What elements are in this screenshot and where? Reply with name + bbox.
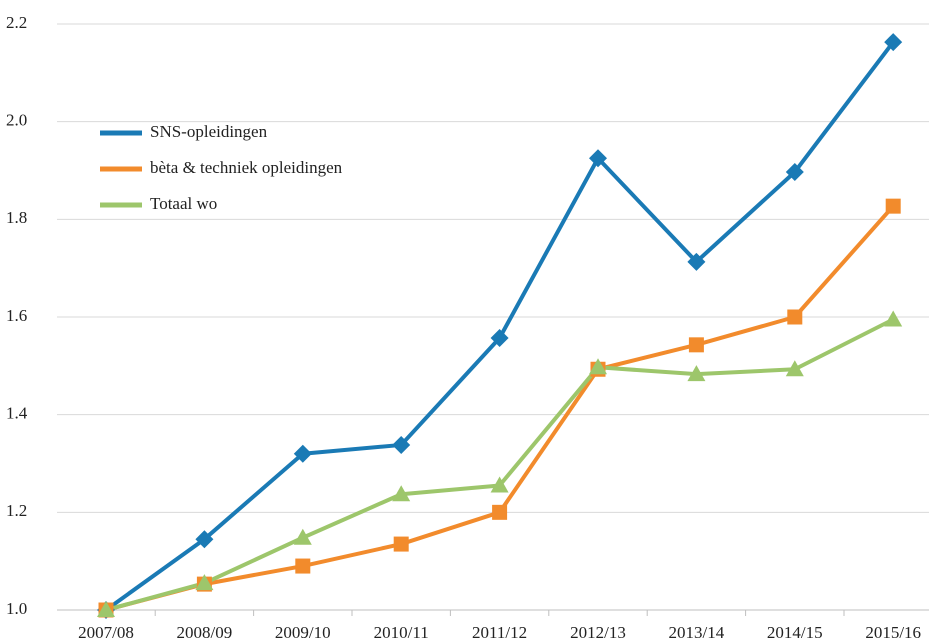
y-tick-label: 2.2 [6,13,27,32]
y-tick-label: 1.2 [6,501,27,520]
y-tick-label: 1.0 [6,599,27,618]
marker [687,365,706,382]
marker [885,198,901,214]
marker [293,444,312,463]
series-line [105,204,895,612]
marker [195,530,214,549]
marker [490,328,509,347]
marker [688,337,704,353]
marker [787,309,803,325]
x-tick-label: 2015/16 [865,623,921,642]
x-tick-label: 2014/15 [767,623,823,642]
marker [393,536,409,552]
y-tick-label: 2.0 [6,111,27,130]
marker [492,504,508,520]
marker [293,528,312,545]
x-tick-label: 2009/10 [275,623,331,642]
legend-label: bèta & techniek opleidingen [150,158,343,177]
marker [884,310,903,327]
x-tick-label: 2007/08 [78,623,134,642]
x-tick-label: 2008/09 [177,623,233,642]
marker [589,149,607,168]
y-tick-label: 1.8 [6,208,27,227]
marker [490,476,509,493]
y-tick-label: 1.4 [6,404,28,423]
marker [785,360,804,377]
marker [687,252,706,271]
marker [392,485,411,502]
marker [392,435,411,454]
marker [884,33,903,52]
x-tick-label: 2011/12 [472,623,527,642]
marker [195,574,214,591]
marker [589,358,607,375]
legend-label: Totaal wo [150,194,217,213]
legend-label: SNS-opleidingen [150,122,268,141]
series-line [105,317,895,612]
x-tick-label: 2012/13 [570,623,626,642]
marker [97,601,115,617]
x-tick-label: 2010/11 [374,623,429,642]
y-tick-label: 1.6 [6,306,27,325]
marker [785,162,804,181]
x-tick-label: 2013/14 [669,623,725,642]
marker [295,558,311,574]
